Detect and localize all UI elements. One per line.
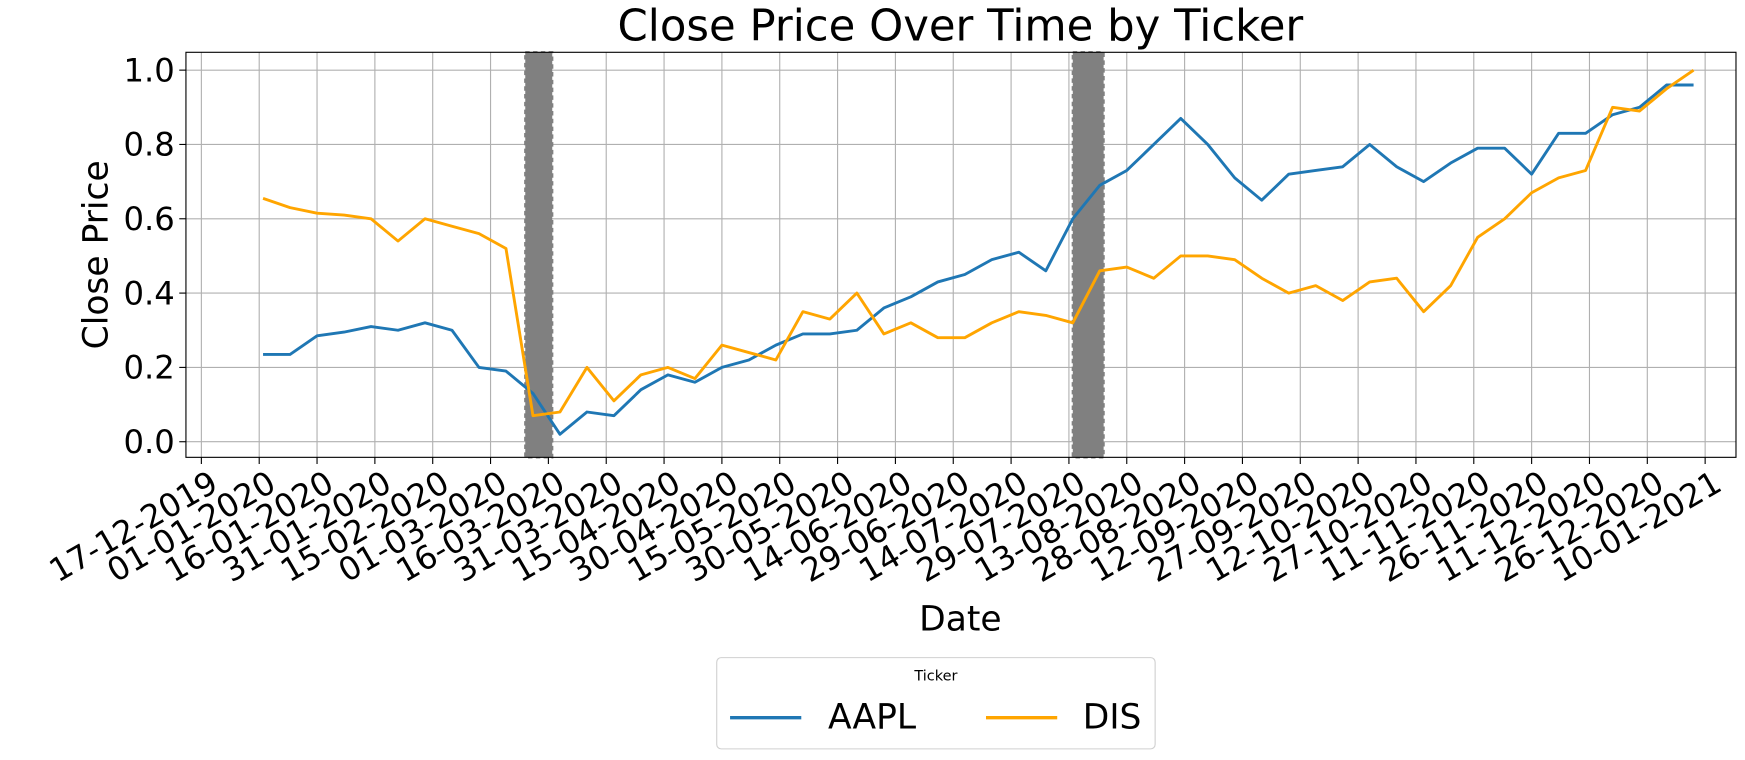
series-line [263,83,1694,436]
shaded-span [1071,51,1105,459]
plot-area: 17-12-201901-01-202016-01-202031-01-2020… [43,51,1737,590]
plot-frame [185,51,1737,458]
chart-title: Close Price Over Time by Ticker [618,1,1304,51]
y-tick-label: 0.8 [124,126,175,164]
y-axis-label: Close Price [77,160,117,349]
y-tick-label: 0.4 [124,274,175,312]
legend-label: AAPL [828,697,917,737]
y-tick-label: 0.2 [124,349,175,387]
y-tick-label: 1.0 [124,51,175,89]
y-tick-label: 0.6 [124,200,175,238]
y-tick-label: 0.0 [124,423,175,461]
legend-box [716,657,1156,750]
series-line [262,68,1695,418]
legend-title: Ticker [913,669,957,685]
x-axis-label: Date [919,599,1001,639]
legend: Ticker AAPL DIS [716,657,1156,750]
legend-label: DIS [1083,697,1142,737]
